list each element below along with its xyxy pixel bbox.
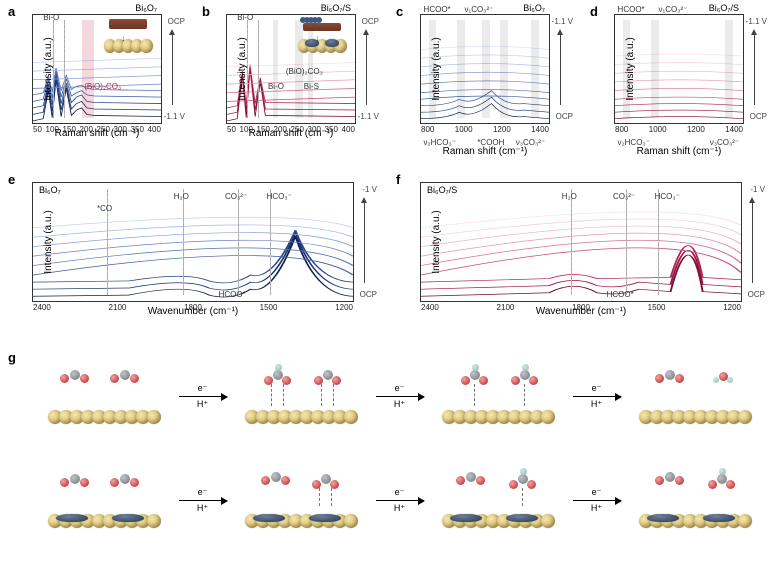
- stage-r1-1: [34, 364, 174, 428]
- label-bio: Bi-O: [237, 13, 253, 22]
- reaction-row-2: e⁻H⁺ e⁻H⁺ e⁻H⁺: [34, 466, 765, 534]
- plot-a: ↓ Bi-O (BiO)₂CO₃ Bi₆O₇ Intensity (a.u.) …: [32, 14, 162, 124]
- plot-d: Bi₆O₇/S HCOO* ν₁CO₃²⁻ ν₂HCO₃⁻ ν₃CO₃²⁻ In…: [614, 14, 744, 124]
- ylabel-b: Intensity (a.u.): [237, 37, 248, 100]
- arrow: e⁻H⁺: [176, 383, 230, 410]
- arrow: e⁻H⁺: [570, 487, 624, 514]
- label-bio2co3: (BiO)₂CO₃: [84, 82, 121, 91]
- marker-line: [258, 20, 259, 117]
- label-bio2co3: (BiO)₂CO₃: [286, 67, 323, 76]
- reaction-row-1: e⁻H⁺ e⁻H⁺ e⁻H⁺: [34, 362, 765, 430]
- plot-e: Bi₆O₇ *CO H₂O CO₃²⁻ HCO₃⁻ HCOO* Intensit…: [32, 182, 354, 302]
- shade: [273, 20, 278, 117]
- stage-r2-4: [625, 468, 765, 532]
- side-bot-a: -1.1 V: [164, 112, 185, 121]
- panel-e: e Bi₆O₇ *CO H₂O CO₃²⁻ HCO₃⁻ HCOO* Intens…: [4, 170, 384, 330]
- title-a: Bi₆O₇: [135, 3, 157, 13]
- spectra-f: [421, 183, 741, 301]
- panel-label-a: a: [8, 4, 15, 19]
- shade-bio2co3: [82, 20, 95, 117]
- panel-label-b: b: [202, 4, 210, 19]
- title-b: Bi₆O₇/S: [321, 3, 351, 13]
- xticks-a: 50100150200250300350400: [33, 125, 161, 134]
- panel-a: a ↓ Bi-O (BiO)₂CO₃: [4, 2, 190, 152]
- arrow: e⁻H⁺: [570, 383, 624, 410]
- panel-g: g e⁻H⁺ e⁻H⁺ e⁻H⁺ e⁻H⁺ e⁻H⁺ e⁻H⁺: [4, 348, 775, 568]
- arrow: e⁻H⁺: [176, 487, 230, 514]
- spectra-e: [33, 183, 353, 301]
- stage-r1-3: [428, 364, 568, 428]
- panel-f: f Bi₆O₇/S H₂O CO₃²⁻ HCO₃⁻ HCOO* Intensit…: [392, 170, 772, 330]
- stage-r2-3: [428, 468, 568, 532]
- xticks-b: 50100150200250300350400: [227, 125, 355, 134]
- panel-b: b: [198, 2, 384, 152]
- arrow: e⁻H⁺: [373, 383, 427, 410]
- label-bio-mid: Bi-O: [268, 82, 284, 91]
- label-bis: Bi-S: [304, 82, 319, 91]
- plot-f: Bi₆O₇/S H₂O CO₃²⁻ HCO₃⁻ HCOO* Intensity …: [420, 182, 742, 302]
- label-bio: Bi-O: [43, 13, 59, 22]
- stage-r1-4: [625, 364, 765, 428]
- inset-illustration-b: ↓: [295, 17, 349, 53]
- stage-r2-2: [231, 468, 371, 532]
- marker-line: [64, 20, 65, 117]
- side-top-a: OCP: [168, 17, 185, 26]
- side-arrow: [172, 33, 173, 105]
- arrow: e⁻H⁺: [373, 487, 427, 514]
- panel-c: c Bi₆O₇ HCOO* ν₁CO₃²⁻ ν₂HCO₃⁻ *COOH: [392, 2, 578, 152]
- stage-r1-2: [231, 364, 371, 428]
- plot-b: ↓ Bi-O (BiO)₂CO₃ Bi-O Bi-S Bi₆O₇/S Inten…: [226, 14, 356, 124]
- panel-d: d Bi₆O₇/S HCOO* ν₁CO₃²⁻ ν₂HCO₃⁻ ν₃CO₃²⁻ …: [586, 2, 772, 152]
- inset-illustration-a: ↓: [101, 19, 155, 53]
- stage-r2-1: [34, 468, 174, 532]
- ylabel-a: Intensity (a.u.): [43, 37, 54, 100]
- plot-c: Bi₆O₇ HCOO* ν₁CO₃²⁻ ν₂HCO₃⁻ *COOH ν₃CO₃²…: [420, 14, 550, 124]
